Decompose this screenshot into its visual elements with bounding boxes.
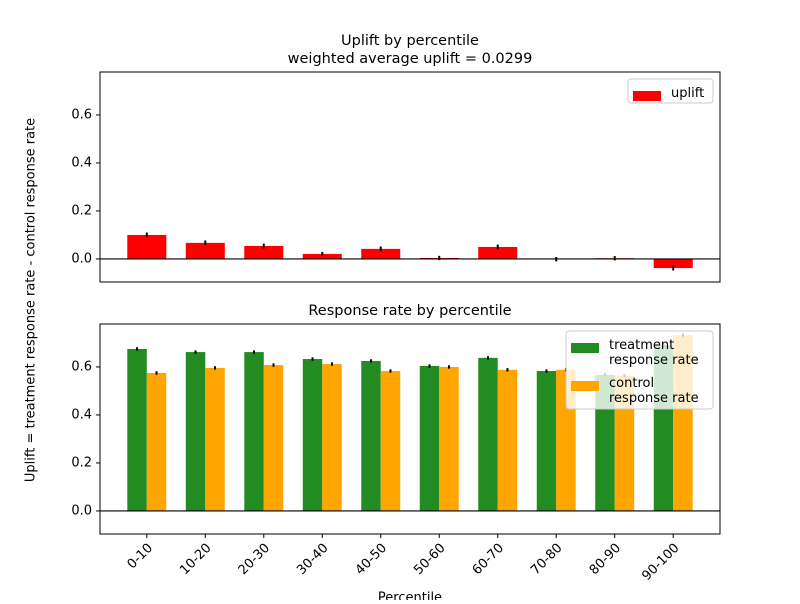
y-tick-label: 0.2	[71, 455, 92, 470]
y-tick-label: 0.6	[71, 359, 92, 374]
bar	[322, 364, 342, 511]
bar	[185, 352, 206, 511]
bar	[127, 348, 147, 511]
x-tick-label: 90-100	[639, 541, 682, 584]
bar	[497, 369, 518, 511]
bar	[380, 371, 401, 511]
bar	[419, 366, 440, 511]
legend-label: control response rate	[609, 376, 699, 406]
y-tick-label: 0.2	[71, 203, 92, 218]
bar	[302, 359, 323, 511]
y-tick-label: 0.0	[71, 503, 92, 518]
bar	[439, 366, 459, 511]
legend-label: uplift	[671, 86, 705, 101]
legend-swatch	[571, 381, 599, 391]
x-tick-label: 60-70	[470, 541, 507, 578]
chart-title: Response rate by percentile	[308, 303, 511, 319]
x-tick-label: 80-90	[587, 541, 624, 578]
y-tick-label: 0.0	[71, 251, 92, 266]
legend-box	[565, 330, 714, 410]
bar	[302, 253, 342, 259]
bar	[146, 372, 167, 511]
bar	[361, 360, 381, 511]
x-axis-label: Percentile	[378, 591, 442, 601]
x-tick-label: 20-30	[236, 541, 273, 578]
bar	[244, 246, 284, 259]
chart-subtitle: weighted average uplift = 0.0299	[288, 51, 533, 67]
x-tick-label: 50-60	[411, 541, 448, 578]
bar	[244, 352, 264, 511]
bar	[478, 357, 498, 511]
y-tick-label: 0.4	[71, 155, 92, 170]
bar	[361, 248, 401, 259]
bar	[205, 367, 225, 511]
legend-item: control response rate	[609, 376, 699, 406]
x-tick-label: 40-50	[353, 541, 390, 578]
bar	[263, 365, 284, 511]
chart-title: Uplift by percentile	[341, 33, 479, 49]
bar	[185, 242, 225, 259]
legend-item: uplift	[671, 86, 705, 101]
plot-frame	[99, 323, 721, 535]
legend-swatch	[633, 91, 661, 101]
x-tick-label: 30-40	[294, 541, 331, 578]
x-tick-label: 0-10	[125, 541, 156, 572]
legend-label: treatment response rate	[609, 338, 699, 368]
bar	[653, 258, 693, 269]
y-tick-label: 0.4	[71, 407, 92, 422]
bar	[127, 234, 167, 259]
plot-frame	[99, 71, 721, 283]
y-axis-label: Uplift = treatment response rate - contr…	[24, 118, 39, 482]
legend-item: treatment response rate	[609, 338, 699, 368]
x-tick-label: 70-80	[528, 541, 565, 578]
bar	[536, 371, 557, 511]
bar	[478, 246, 518, 259]
y-tick-label: 0.6	[71, 107, 92, 122]
legend-swatch	[571, 343, 599, 353]
x-tick-label: 10-20	[177, 541, 214, 578]
